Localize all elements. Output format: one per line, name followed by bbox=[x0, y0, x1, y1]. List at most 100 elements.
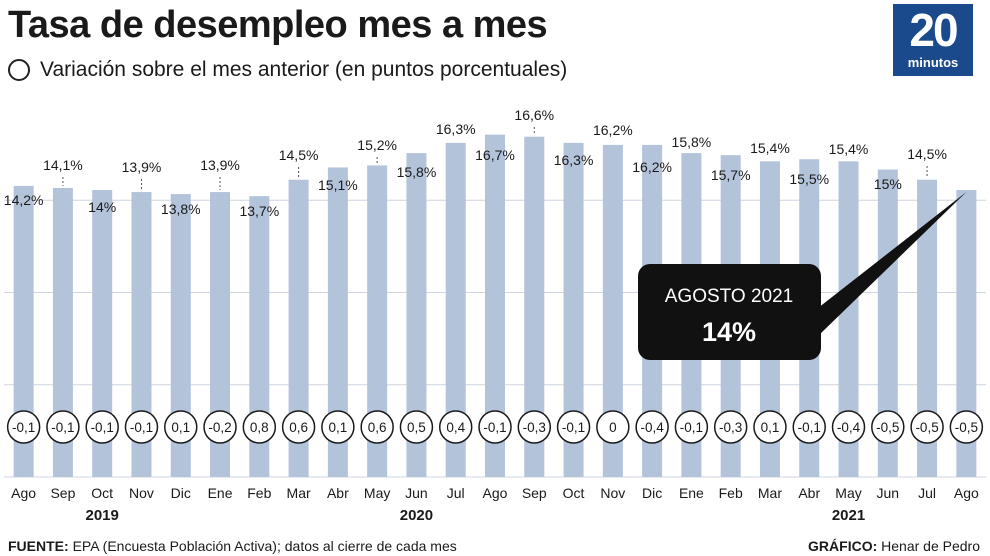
value-label: 15,8% bbox=[397, 164, 437, 180]
bar bbox=[367, 165, 388, 477]
month-label: Ene bbox=[679, 485, 704, 501]
month-label: Nov bbox=[600, 485, 625, 501]
variation-circle bbox=[635, 410, 669, 444]
circle-icon bbox=[8, 59, 30, 81]
source-note: FUENTE: EPA (Encuesta Población Activa);… bbox=[8, 538, 457, 554]
value-label: 15,4% bbox=[750, 140, 790, 156]
variation-label: 0,8 bbox=[250, 420, 269, 435]
variation-label: -0,3 bbox=[719, 420, 742, 435]
variation-circle bbox=[360, 410, 394, 444]
month-label: Ene bbox=[208, 485, 233, 501]
variation-circle bbox=[281, 410, 316, 444]
value-label: 13,8% bbox=[161, 201, 201, 217]
bar bbox=[445, 142, 466, 477]
variation-circle bbox=[674, 410, 709, 444]
variation-label: -0,4 bbox=[640, 420, 664, 435]
variation-circle bbox=[124, 410, 159, 444]
variation-circle bbox=[399, 410, 434, 444]
callout-title: AGOSTO 2021 bbox=[665, 286, 794, 307]
variation-label: -0,5 bbox=[915, 420, 938, 435]
variation-label: -0,1 bbox=[91, 420, 114, 435]
value-label: 14,2% bbox=[4, 192, 44, 208]
value-label: 14,5% bbox=[907, 146, 947, 162]
variation-label: -0,5 bbox=[955, 420, 978, 435]
variation-circle bbox=[792, 410, 826, 444]
value-label: 16,6% bbox=[514, 107, 554, 123]
bar bbox=[838, 161, 859, 478]
bar bbox=[92, 190, 113, 477]
variation-circle bbox=[85, 410, 119, 444]
variation-label: -0,1 bbox=[562, 420, 585, 435]
variation-label: 0,6 bbox=[289, 420, 308, 435]
variation-circle bbox=[517, 410, 552, 444]
variation-circle bbox=[596, 410, 630, 444]
bar bbox=[877, 169, 898, 477]
month-label: Sep bbox=[50, 485, 75, 501]
month-label: Ago bbox=[954, 485, 979, 501]
month-label: Ago bbox=[11, 485, 36, 501]
bar bbox=[131, 192, 152, 478]
value-label: 15% bbox=[874, 176, 902, 192]
month-label: Mar bbox=[287, 485, 311, 501]
month-label: Jul bbox=[447, 485, 465, 501]
variation-circle bbox=[753, 410, 787, 444]
variation-label: 0,5 bbox=[407, 420, 426, 435]
variation-circle bbox=[910, 410, 944, 444]
variation-label: 0 bbox=[609, 420, 617, 435]
variation-label: 0,6 bbox=[368, 420, 387, 435]
month-label: Sep bbox=[522, 485, 547, 501]
bar bbox=[485, 134, 505, 477]
variation-circle bbox=[478, 410, 512, 444]
variation-circle bbox=[556, 410, 591, 444]
month-label: Oct bbox=[91, 485, 113, 501]
month-label: Abr bbox=[327, 485, 349, 501]
bar bbox=[52, 187, 73, 477]
credit-label: GRÁFICO: bbox=[808, 538, 878, 554]
chart-title: Tasa de desempleo mes a mes bbox=[8, 4, 548, 46]
variation-label: -0,2 bbox=[208, 420, 231, 435]
variation-label: -0,1 bbox=[483, 420, 506, 435]
credit-note: GRÁFICO: Henar de Pedro bbox=[808, 538, 980, 554]
callout-value: 14% bbox=[702, 317, 756, 347]
year-label: 2021 bbox=[832, 507, 865, 524]
value-label: 15,1% bbox=[318, 177, 358, 193]
month-label: Ago bbox=[483, 485, 508, 501]
bar bbox=[563, 142, 584, 477]
source-label: FUENTE: bbox=[8, 538, 69, 554]
variation-label: -0,1 bbox=[798, 420, 821, 435]
month-label: Dic bbox=[642, 485, 662, 501]
month-label: Feb bbox=[719, 485, 743, 501]
logo-number: 20 bbox=[909, 4, 958, 56]
month-label: Feb bbox=[247, 485, 271, 501]
bar bbox=[249, 196, 270, 477]
bar bbox=[917, 179, 938, 477]
variation-circle bbox=[438, 410, 473, 444]
value-label: 14,5% bbox=[279, 147, 319, 163]
subtitle-text: Variación sobre el mes anterior (en punt… bbox=[40, 58, 568, 81]
month-label: May bbox=[364, 485, 390, 501]
value-label: 13,9% bbox=[200, 157, 240, 173]
variation-circle bbox=[242, 410, 277, 444]
brand-logo: 20 minutos bbox=[893, 4, 973, 76]
value-label: 14,1% bbox=[43, 157, 83, 173]
variation-label: -0,1 bbox=[51, 420, 74, 435]
variation-label: 0,1 bbox=[171, 420, 190, 435]
year-label: 2019 bbox=[86, 507, 119, 524]
callout-pointer bbox=[818, 192, 967, 336]
variation-circle bbox=[949, 410, 984, 444]
value-label: 16,2% bbox=[593, 122, 633, 138]
variation-circle bbox=[713, 410, 748, 444]
value-label: 16,3% bbox=[436, 121, 476, 137]
month-label: Nov bbox=[129, 485, 154, 501]
variation-label: 0,4 bbox=[446, 420, 465, 435]
bar bbox=[327, 167, 348, 477]
value-label: 15,4% bbox=[829, 141, 869, 157]
month-label: Dic bbox=[171, 485, 191, 501]
variation-label: -0,1 bbox=[12, 420, 35, 435]
variation-label: -0,5 bbox=[876, 420, 899, 435]
value-label: 15,7% bbox=[711, 167, 751, 183]
variation-circle bbox=[321, 410, 355, 444]
variation-circle bbox=[871, 410, 905, 444]
bar bbox=[524, 136, 545, 477]
